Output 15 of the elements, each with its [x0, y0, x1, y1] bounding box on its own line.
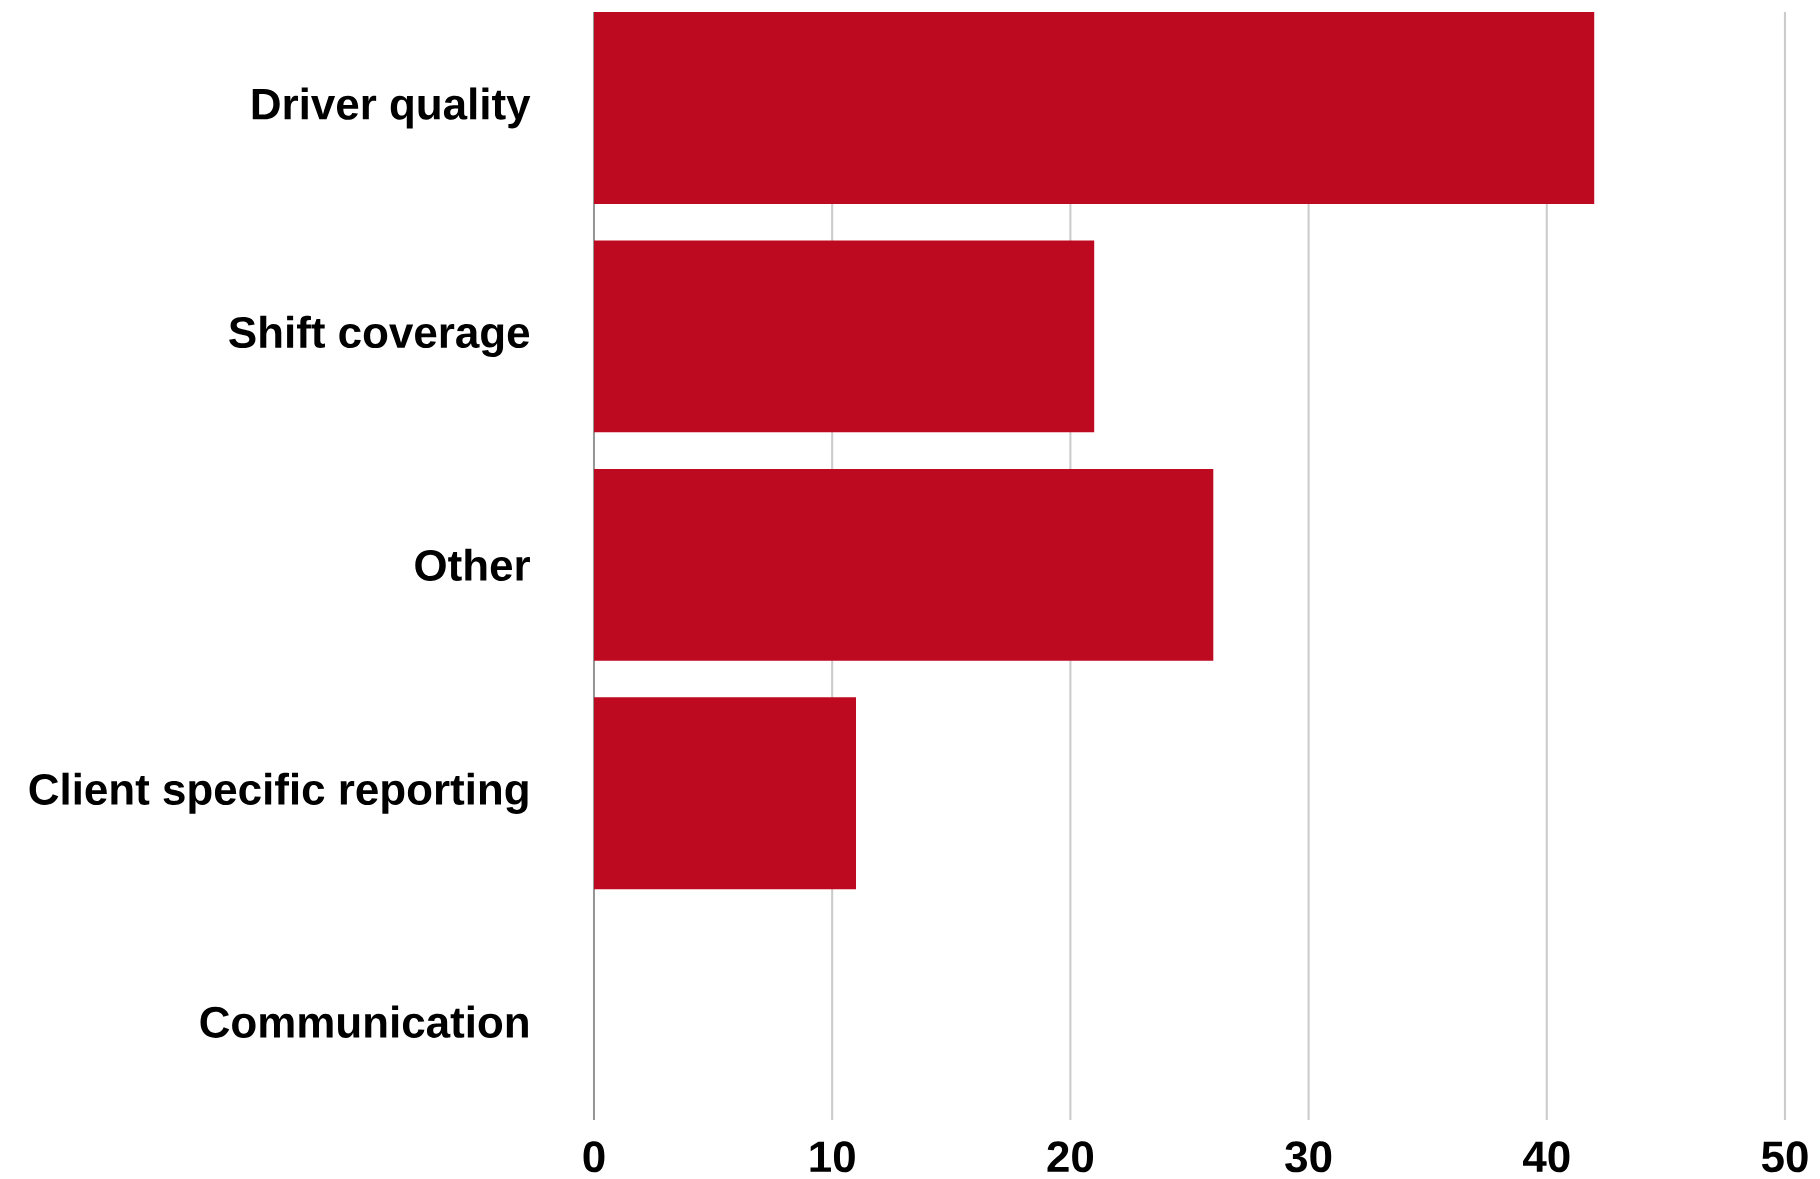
y-tick-label: Communication: [200, 1005, 528, 1038]
y-tick-label: Driver quality: [252, 87, 531, 129]
x-tick-label: 0: [583, 1141, 605, 1173]
x-tick-label: 30: [1285, 1141, 1332, 1173]
x-tick-label: 10: [810, 1141, 855, 1173]
bar: [594, 468, 1214, 661]
bar: [594, 240, 1095, 433]
bar: [594, 12, 1595, 204]
y-tick-label: Client specific reporting: [29, 772, 528, 814]
y-tick-label: Shift coverage: [229, 315, 530, 357]
bar: [594, 697, 857, 890]
x-tick-label: 40: [1523, 1141, 1570, 1173]
x-tick-label: 50: [1761, 1141, 1808, 1173]
y-tick-label: Other: [415, 548, 530, 582]
x-tick-label: 20: [1047, 1141, 1094, 1173]
